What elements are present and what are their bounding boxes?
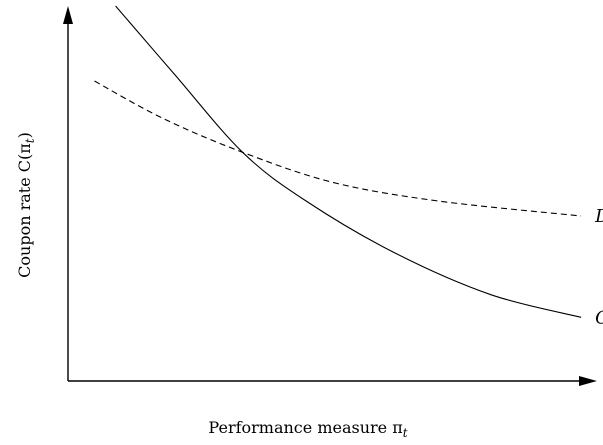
- x-axis-label: Performance measure πt: [208, 418, 407, 440]
- series-line-d: [94, 80, 582, 217]
- series-line-c: [115, 5, 582, 318]
- series-label-c: C: [595, 307, 603, 328]
- y-axis-arrow-icon: [63, 6, 73, 24]
- series-layer: CD: [94, 5, 603, 328]
- x-axis-arrow-icon: [579, 376, 597, 386]
- series-label-d: D: [594, 206, 603, 227]
- y-axis-label: Coupon rate C(πt): [15, 132, 37, 278]
